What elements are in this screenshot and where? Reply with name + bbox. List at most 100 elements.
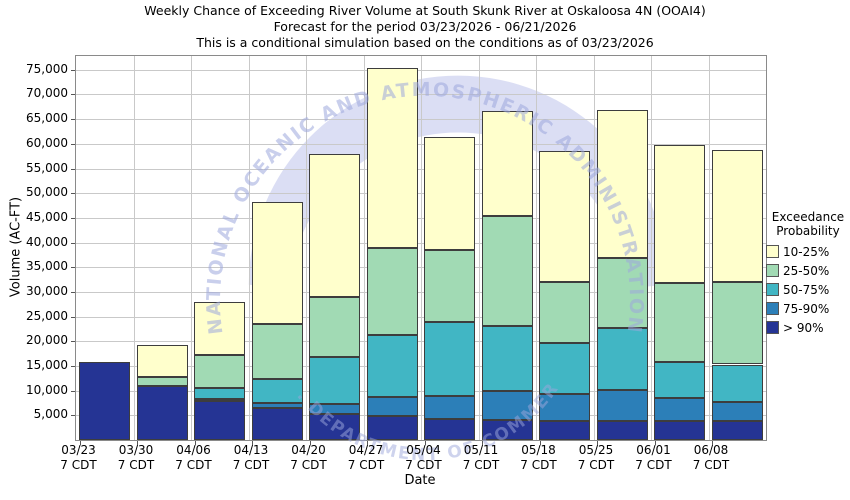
bar-06-08-seg-p50-75 (711, 364, 763, 402)
legend-title-line2: Probability (776, 224, 840, 238)
x-tick-label: 06/08 7 CDT (682, 443, 740, 473)
x-tick-label: 05/18 7 CDT (510, 443, 568, 473)
y-tick-label: 40,000 (26, 234, 68, 249)
y-tick-mark (71, 94, 75, 96)
x-tick-label-time: 7 CDT (577, 458, 615, 472)
x-tick-mark (654, 441, 656, 445)
bar-06-01 (654, 56, 705, 440)
bar-05-25-seg-p25-50 (596, 257, 648, 329)
x-tick-mark (539, 441, 541, 445)
legend-swatch-gt90 (766, 321, 779, 334)
x-tick-label: 04/13 7 CDT (222, 443, 280, 473)
x-tick-label: 03/23 7 CDT (50, 443, 108, 473)
y-tick-mark (71, 390, 75, 392)
x-tick-label-date: 04/06 (176, 443, 211, 457)
bar-05-04 (424, 56, 475, 440)
bar-05-11-seg-p50-75 (481, 326, 533, 392)
x-tick-label-date: 06/01 (636, 443, 671, 457)
x-tick-label: 05/25 7 CDT (567, 443, 625, 473)
y-tick-label: 5,000 (33, 407, 68, 422)
y-tick-mark (71, 242, 75, 244)
y-tick-label: 50,000 (26, 185, 68, 200)
bar-06-01-seg-p75-90 (654, 398, 705, 421)
legend-swatch-p25-50 (766, 264, 779, 277)
y-tick-mark (71, 69, 75, 71)
x-tick-label-time: 7 CDT (290, 458, 327, 472)
bar-05-25-seg-p75-90 (596, 389, 648, 421)
x-gridline (478, 56, 480, 440)
x-tick-mark (597, 441, 598, 445)
legend-label-p50-75: 50-75% (783, 282, 830, 297)
bar-04-13-seg-p75-90 (251, 403, 303, 409)
x-tick-label-date: 05/04 (406, 443, 441, 457)
x-gridline (536, 56, 537, 440)
x-tick-label-time: 7 CDT (347, 458, 385, 472)
bar-05-11 (481, 56, 533, 440)
bar-06-08-seg-gt90 (711, 421, 763, 440)
y-tick-label: 25,000 (26, 308, 68, 323)
bar-06-01-seg-gt90 (654, 420, 705, 440)
legend-label-p10-25: 10-25% (783, 244, 830, 259)
x-tick-label-time: 7 CDT (405, 458, 442, 472)
bar-05-18-seg-gt90 (539, 421, 590, 440)
x-gridline (651, 56, 652, 440)
x-tick-mark (424, 441, 426, 445)
bar-05-11-seg-gt90 (481, 420, 533, 440)
bar-05-18-seg-p25-50 (539, 281, 590, 343)
y-tick-mark (71, 291, 75, 293)
x-gridline (421, 56, 422, 440)
bar-05-04-seg-gt90 (424, 419, 475, 440)
plot-area (71, 55, 767, 445)
y-tick-label: 35,000 (26, 259, 68, 274)
bar-04-13-seg-p25-50 (251, 323, 303, 379)
bar-04-27-seg-gt90 (366, 415, 418, 440)
bar-04-13-seg-p10-25 (251, 201, 303, 324)
x-tick-label-time: 7 CDT (635, 458, 672, 472)
bar-04-06 (194, 56, 245, 440)
bar-06-01-seg-p50-75 (654, 361, 705, 399)
x-gridline (363, 56, 365, 440)
bar-05-04-seg-p10-25 (424, 137, 475, 250)
x-tick-mark (252, 441, 253, 445)
x-tick-label-date: 03/30 (118, 443, 154, 457)
bar-04-20-seg-p50-75 (309, 357, 360, 404)
x-tick-label-date: 04/13 (233, 443, 269, 457)
x-tick-label: 04/20 7 CDT (280, 443, 338, 473)
chart-title-block: Weekly Chance of Exceeding River Volume … (0, 3, 850, 51)
y-tick-label: 30,000 (26, 283, 68, 298)
y-tick-mark (71, 341, 75, 343)
bar-04-06-seg-p75-90 (194, 399, 245, 402)
legend-item-p50-75: 50-75% (766, 280, 850, 299)
legend-label-p75-90: 75-90% (783, 301, 830, 316)
x-tick-label-time: 7 CDT (520, 458, 557, 472)
y-tick-label: 55,000 (26, 160, 68, 175)
bar-04-20-seg-gt90 (309, 413, 360, 440)
legend-swatch-p10-25 (766, 245, 779, 258)
x-tick-label-time: 7 CDT (175, 458, 212, 472)
y-tick-mark (71, 168, 75, 170)
x-tick-mark (137, 441, 138, 445)
bar-04-20-seg-p10-25 (309, 154, 360, 297)
legend-item-p10-25: 10-25% (766, 242, 850, 261)
x-gridline (708, 56, 710, 440)
legend-label-gt90: > 90% (783, 320, 824, 335)
bar-04-20-seg-p25-50 (309, 296, 360, 358)
x-gridline (593, 56, 595, 440)
x-tick-label: 03/30 7 CDT (107, 443, 165, 473)
x-tick-label: 05/04 7 CDT (395, 443, 453, 473)
bar-04-06-seg-p10-25 (194, 301, 245, 356)
legend-label-p25-50: 25-50% (783, 263, 830, 278)
bar-05-25-seg-p50-75 (596, 328, 648, 390)
bar-05-04-seg-p50-75 (424, 322, 475, 396)
bar-04-27-seg-p10-25 (366, 67, 418, 248)
y-tick-mark (71, 316, 75, 318)
y-tick-label: 45,000 (26, 209, 68, 224)
chart-title-line2: Forecast for the period 03/23/2026 - 06/… (273, 19, 577, 34)
bar-06-01-seg-p25-50 (654, 282, 705, 362)
bar-04-06-seg-p25-50 (194, 355, 245, 389)
legend: Exceedance Probability 10-25% 25-50% 50-75… (766, 210, 850, 337)
bar-04-13 (251, 56, 303, 440)
x-tick-label-time: 7 CDT (232, 458, 270, 472)
x-gridline (306, 56, 307, 440)
bar-03-30-seg-gt90 (136, 385, 188, 440)
